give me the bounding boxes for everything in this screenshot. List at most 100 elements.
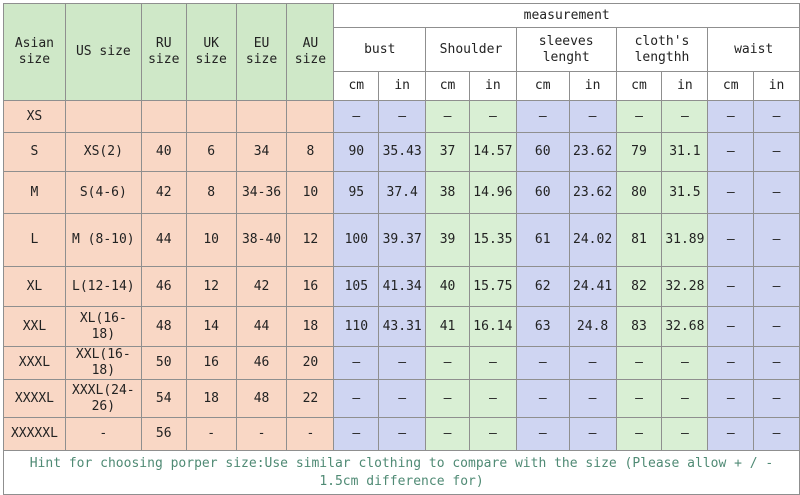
table-row: L M (8-10) 44 10 38-40 12 100 39.37 39 1… xyxy=(3,213,800,267)
unit-in: in xyxy=(753,71,800,101)
eu-size-cell: 34-36 xyxy=(235,171,288,214)
au-size-cell xyxy=(286,100,335,133)
length-in-cell: 31.89 xyxy=(661,213,709,267)
unit-cm: cm xyxy=(333,71,380,101)
asian-size-cell: XS xyxy=(3,100,66,133)
shoulder-cm-cell: — xyxy=(425,100,470,133)
shoulder-in-cell: 14.57 xyxy=(468,132,517,172)
table-row: XXXXXL - 56 - - - — — — — — — — — — — xyxy=(3,417,800,451)
sleeves-in-cell: 23.62 xyxy=(568,171,617,214)
bust-cm-cell: — xyxy=(333,379,380,418)
length-cm-cell: — xyxy=(615,100,663,133)
uk-size-cell: 16 xyxy=(185,346,237,380)
unit-in: in xyxy=(661,71,709,101)
unit-cm: cm xyxy=(707,71,755,101)
sleeves-in-cell: 24.02 xyxy=(568,213,617,267)
uk-size-cell xyxy=(185,100,237,133)
uk-size-cell: 14 xyxy=(185,306,237,347)
au-size-cell: 10 xyxy=(286,171,335,214)
au-size-cell: 12 xyxy=(286,213,335,267)
sleeves-in-cell: — xyxy=(568,417,617,451)
shoulder-cm-cell: 38 xyxy=(425,171,470,214)
length-cm-cell: 81 xyxy=(615,213,663,267)
table-row: XXXXL XXXL(24-26) 54 18 48 22 — — — — — … xyxy=(3,379,800,418)
waist-in-cell: — xyxy=(753,171,800,214)
waist-in-cell: — xyxy=(753,266,800,307)
bust-cm-cell: 100 xyxy=(333,213,380,267)
sleeves-in-cell: 24.8 xyxy=(568,306,617,347)
asian-size-cell: XXL xyxy=(3,306,66,347)
shoulder-in-cell: — xyxy=(468,379,517,418)
bust-in-cell: 39.37 xyxy=(378,213,427,267)
length-cm-cell: — xyxy=(615,417,663,451)
au-size-cell: 20 xyxy=(286,346,335,380)
header-eu-size: EU size xyxy=(235,3,288,101)
sleeves-cm-cell: 60 xyxy=(515,132,570,172)
table-row: XXL XL(16-18) 48 14 44 18 110 43.31 41 1… xyxy=(3,306,800,347)
ru-size-cell: 48 xyxy=(140,306,187,347)
uk-size-cell: 12 xyxy=(185,266,237,307)
waist-cm-cell: — xyxy=(707,171,755,214)
length-cm-cell: — xyxy=(615,346,663,380)
length-in-cell: 32.68 xyxy=(661,306,709,347)
uk-size-cell: 10 xyxy=(185,213,237,267)
us-size-cell: S(4-6) xyxy=(64,171,142,214)
table-row: XL L(12-14) 46 12 42 16 105 41.34 40 15.… xyxy=(3,266,800,307)
uk-size-cell: - xyxy=(185,417,237,451)
eu-size-cell: 44 xyxy=(235,306,288,347)
length-in-cell: — xyxy=(661,346,709,380)
bust-in-cell: — xyxy=(378,417,427,451)
waist-in-cell: — xyxy=(753,346,800,380)
length-in-cell: 31.1 xyxy=(661,132,709,172)
size-hint-text: Hint for choosing porper size:Use simila… xyxy=(3,450,800,495)
ru-size-cell: 56 xyxy=(140,417,187,451)
bust-in-cell: — xyxy=(378,346,427,380)
asian-size-cell: M xyxy=(3,171,66,214)
sleeves-cm-cell: — xyxy=(515,346,570,380)
us-size-cell: M (8-10) xyxy=(64,213,142,267)
length-in-cell: — xyxy=(661,417,709,451)
sleeves-in-cell: — xyxy=(568,346,617,380)
ru-size-cell: 46 xyxy=(140,266,187,307)
au-size-cell: 8 xyxy=(286,132,335,172)
sleeves-cm-cell: — xyxy=(515,379,570,418)
bust-cm-cell: 105 xyxy=(333,266,380,307)
eu-size-cell: - xyxy=(235,417,288,451)
au-size-cell: 22 xyxy=(286,379,335,418)
us-size-cell: XXL(16-18) xyxy=(64,346,142,380)
shoulder-cm-cell: — xyxy=(425,379,470,418)
unit-in: in xyxy=(568,71,617,101)
length-in-cell: — xyxy=(661,379,709,418)
sleeves-in-cell: — xyxy=(568,379,617,418)
waist-in-cell: — xyxy=(753,213,800,267)
uk-size-cell: 18 xyxy=(185,379,237,418)
header-au-size: AU size xyxy=(286,3,335,101)
header-uk-size: UK size xyxy=(185,3,237,101)
asian-size-cell: S xyxy=(3,132,66,172)
bust-cm-cell: — xyxy=(333,417,380,451)
sleeves-cm-cell: 60 xyxy=(515,171,570,214)
sleeves-cm-cell: — xyxy=(515,100,570,133)
us-size-cell: XS(2) xyxy=(64,132,142,172)
length-in-cell: — xyxy=(661,100,709,133)
bust-in-cell: — xyxy=(378,100,427,133)
bust-cm-cell: 110 xyxy=(333,306,380,347)
bust-cm-cell: — xyxy=(333,100,380,133)
bust-in-cell: 35.43 xyxy=(378,132,427,172)
waist-in-cell: — xyxy=(753,132,800,172)
waist-in-cell: — xyxy=(753,306,800,347)
header-shoulder: Shoulder xyxy=(425,27,517,72)
us-size-cell xyxy=(64,100,142,133)
sleeves-cm-cell: 61 xyxy=(515,213,570,267)
length-in-cell: 31.5 xyxy=(661,171,709,214)
header-bust: bust xyxy=(333,27,427,72)
shoulder-cm-cell: 41 xyxy=(425,306,470,347)
shoulder-in-cell: 16.14 xyxy=(468,306,517,347)
eu-size-cell: 42 xyxy=(235,266,288,307)
asian-size-cell: XL xyxy=(3,266,66,307)
waist-cm-cell: — xyxy=(707,346,755,380)
size-chart-table: Asian size US size RU size UK size EU si… xyxy=(3,3,800,495)
bust-in-cell: — xyxy=(378,379,427,418)
table-row: XXXL XXL(16-18) 50 16 46 20 — — — — — — … xyxy=(3,346,800,380)
length-cm-cell: — xyxy=(615,379,663,418)
